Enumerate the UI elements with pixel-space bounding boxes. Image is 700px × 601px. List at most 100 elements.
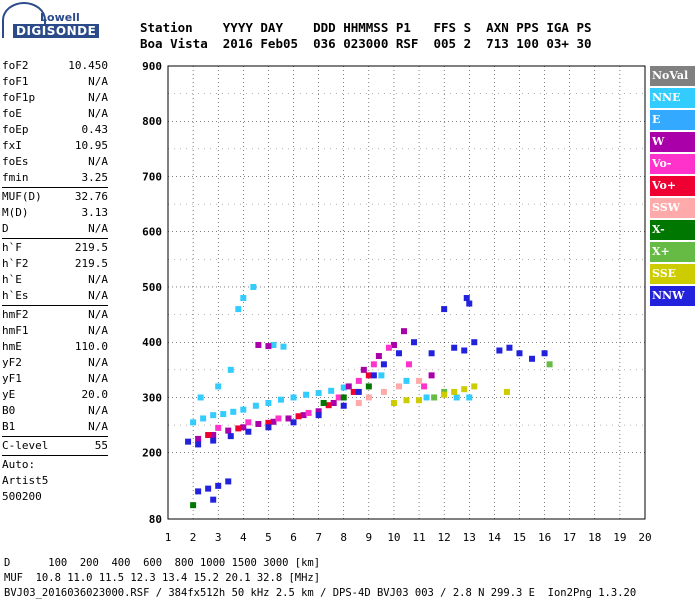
data-point-nne: [328, 387, 335, 394]
x-tick-label: 20: [638, 531, 651, 544]
data-point-nnw: [227, 433, 234, 440]
x-tick-label: 15: [513, 531, 526, 544]
footer-file-info: BVJ03_2016036023000.RSF / 384fx512h 50 k…: [4, 587, 637, 599]
param-key: foF2: [2, 59, 29, 72]
param-row: C-level 55: [2, 438, 108, 454]
x-tick-label: 1: [165, 531, 172, 544]
param-separator: [2, 436, 108, 437]
x-tick-label: 17: [563, 531, 576, 544]
data-point-nnw: [315, 412, 322, 419]
y-tick-label: 200: [142, 447, 162, 460]
data-point-x-: [365, 383, 372, 390]
legend-entry-x-: X-: [650, 220, 695, 240]
param-row: yF1 N/A: [2, 371, 108, 387]
data-point-w: [240, 424, 247, 431]
y-tick-label: 600: [142, 226, 162, 239]
data-point-sse: [503, 388, 510, 395]
data-point-w: [428, 372, 435, 379]
data-point-ssw: [365, 394, 372, 401]
data-point-nnw: [506, 344, 513, 351]
data-point-nnw: [195, 488, 202, 495]
x-tick-label: 13: [463, 531, 476, 544]
data-point-nne: [210, 412, 217, 419]
footer-distance-muf: D 100 200 400 600 800 1000 1500 3000 [km…: [4, 557, 321, 569]
data-point-nne: [250, 283, 257, 290]
x-tick-label: 4: [240, 531, 247, 544]
logo-arc: [2, 2, 46, 38]
data-point-ssw: [416, 377, 423, 384]
param-value: 10.450: [68, 59, 108, 72]
data-point-vo-: [355, 377, 362, 384]
data-point-w: [285, 415, 292, 422]
data-point-w: [345, 383, 352, 390]
data-point-w: [360, 366, 367, 373]
data-point-w: [265, 343, 272, 350]
data-point-w: [315, 408, 322, 415]
param-value: 219.5: [74, 257, 108, 270]
legend-entry-e: E: [650, 110, 695, 130]
data-point-vo-: [335, 394, 342, 401]
param-value: N/A: [88, 75, 108, 88]
param-key: fxI: [2, 139, 22, 152]
x-tick-label: 12: [438, 531, 451, 544]
param-value: N/A: [88, 356, 108, 369]
data-point-nnw: [463, 295, 470, 302]
legend-entry-sse: SSE: [650, 264, 695, 284]
param-key: B0: [2, 404, 16, 417]
param-row: yF2 N/A: [2, 355, 108, 371]
param-row: h`Es N/A: [2, 288, 108, 304]
data-point-nne: [423, 394, 430, 401]
param-key: C-level: [2, 439, 49, 452]
param-key: h`Es: [2, 289, 29, 302]
logo-digisonde: DIGISONDE: [13, 24, 100, 38]
param-value: N/A: [88, 324, 108, 337]
x-tick-label: 11: [412, 531, 425, 544]
param-key: foEp: [2, 123, 29, 136]
data-point-vo-: [370, 361, 377, 368]
data-point-vo+: [265, 419, 272, 426]
param-separator: [2, 238, 108, 239]
y-tick-label: 80: [149, 513, 162, 526]
data-point-sse: [471, 383, 478, 390]
x-tick-label: 16: [538, 531, 551, 544]
data-point-nnw: [340, 402, 347, 409]
param-key: foF1p: [2, 91, 36, 104]
data-point-nnw: [265, 424, 272, 431]
param-row: fxI 10.95: [2, 138, 108, 154]
param-value: 20.0: [81, 388, 109, 401]
data-point-nnw: [516, 350, 523, 357]
param-key: M(D): [2, 206, 29, 219]
data-point-nne: [280, 343, 287, 350]
header-values: Boa Vista 2016 Feb05 036 023000 RSF 005 …: [140, 36, 592, 51]
param-row: foF2 10.450: [2, 58, 108, 74]
data-point-w: [330, 399, 337, 406]
param-row: M(D) 3.13: [2, 205, 108, 221]
data-point-x+: [431, 394, 438, 401]
data-point-nnw: [195, 441, 202, 448]
param-row: foF1p N/A: [2, 90, 108, 106]
legend-entry-vo-: Vo-: [650, 154, 695, 174]
data-point-nne: [290, 394, 297, 401]
data-point-nnw: [441, 306, 448, 313]
lowell-digisonde-logo: Lowell DIGISONDE: [0, 0, 110, 46]
param-text: 500200: [2, 490, 42, 503]
param-value: 0.43: [81, 123, 109, 136]
data-point-nne: [230, 408, 237, 415]
param-row: D N/A: [2, 221, 108, 237]
data-point-x+: [546, 361, 553, 368]
data-point-nne: [190, 419, 197, 426]
data-point-nnw: [466, 300, 473, 307]
data-point-vo+: [350, 388, 357, 395]
param-key: yF2: [2, 356, 22, 369]
data-point-nne: [453, 394, 460, 401]
x-tick-label: 8: [340, 531, 347, 544]
data-point-sse: [441, 391, 448, 398]
data-point-nne: [235, 306, 242, 313]
param-value: N/A: [88, 404, 108, 417]
x-tick-label: 2: [190, 531, 197, 544]
data-point-nne: [240, 406, 247, 413]
param-value: 55: [94, 439, 108, 452]
data-point-w: [300, 412, 307, 419]
data-point-nnw: [370, 372, 377, 379]
data-point-nnw: [225, 478, 232, 485]
